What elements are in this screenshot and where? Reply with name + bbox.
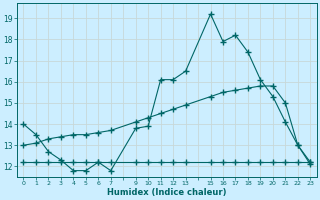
X-axis label: Humidex (Indice chaleur): Humidex (Indice chaleur) — [107, 188, 227, 197]
